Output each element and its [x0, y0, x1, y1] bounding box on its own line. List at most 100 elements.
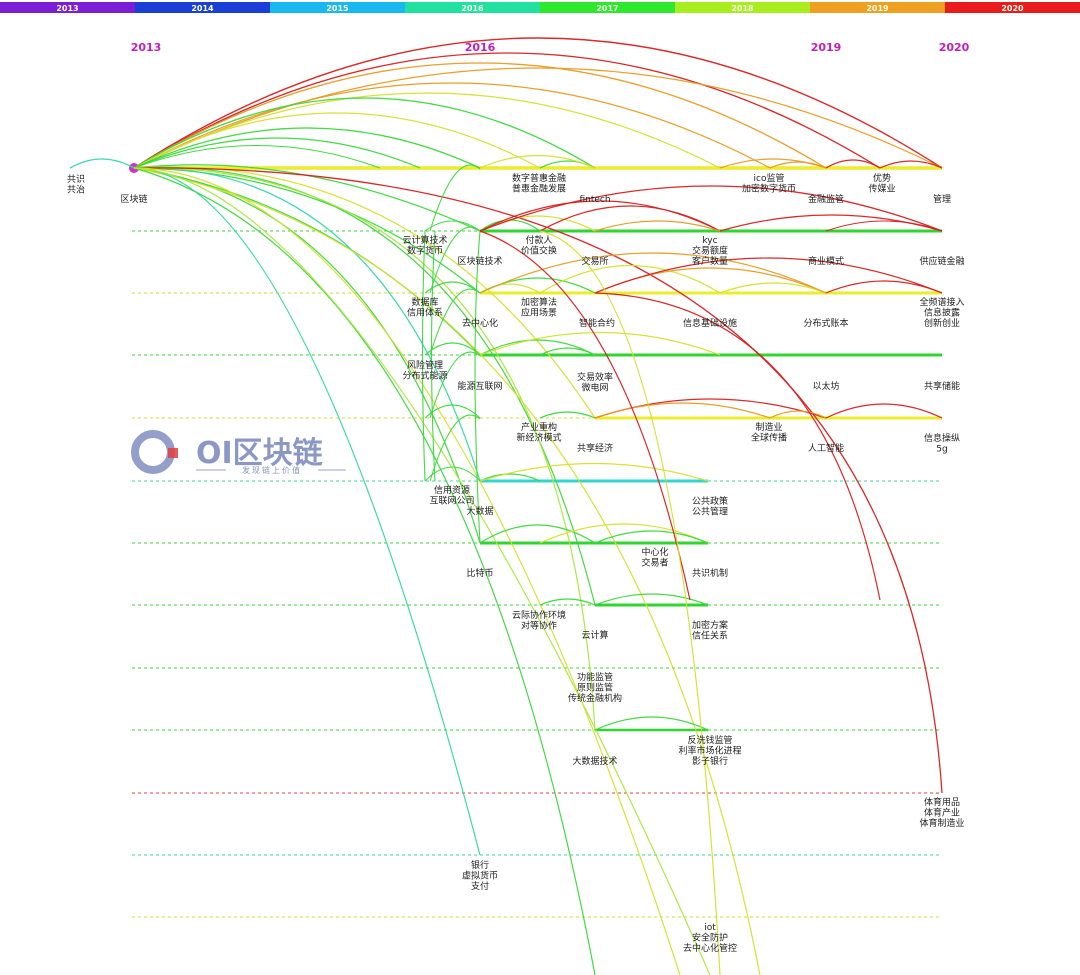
arc-10 [133, 145, 381, 169]
keyword-label: 共享经济 [577, 442, 613, 454]
keyword-label-line: 客户数量 [692, 255, 728, 267]
arc-49 [479, 185, 943, 232]
keyword-label-line: ico监管 [754, 172, 785, 184]
keyword-label-line: 中心化 [641, 546, 668, 558]
keyword-label-line: 风险管理 [407, 359, 443, 371]
keyword-label-line: 体育制造业 [919, 817, 964, 829]
keyword-label: 云计算技术数字货币 [402, 234, 447, 257]
keyword-label-line: 传统金融机构 [568, 692, 622, 704]
arc-73 [594, 530, 709, 544]
arc-75 [539, 598, 596, 606]
keyword-label: 信用资源互联网公司 [429, 484, 474, 507]
year-bar-segment-2017 [540, 2, 676, 13]
keyword-label-line: 制造业 [755, 421, 782, 433]
keyword-label-line: 大数据 [466, 505, 493, 517]
keyword-label-line: 云计算 [581, 629, 608, 641]
keyword-label-line: 共治 [67, 184, 85, 196]
year-bar-label-2017: 2017 [596, 4, 618, 13]
keyword-label: 制造业全球传播 [751, 421, 787, 444]
keyword-label-line: 信用资源 [434, 484, 470, 496]
arc-11 [69, 158, 135, 169]
keyword-label: 全频谱接入信息披露创新创业 [919, 296, 964, 329]
arc-7 [133, 112, 541, 169]
keyword-label-line: 供应链金融 [919, 255, 964, 267]
keyword-label: 交易所 [581, 255, 608, 267]
keyword-label: iot 安全防护去中心化管控 [683, 923, 737, 954]
keyword-label: 中心化交易者 [641, 546, 668, 569]
keyword-label-line: 互联网公司 [429, 496, 474, 507]
keyword-label-line: 利率市场化进程 [678, 745, 741, 757]
keyword-label: kyc 交易额度客户数量 [692, 236, 728, 267]
arc-72 [539, 523, 709, 544]
keyword-label: 比特币 [466, 567, 493, 579]
keyword-label-line: 去中心化管控 [683, 942, 737, 954]
keyword-label-line: 云际协作环境 [512, 609, 566, 621]
keyword-label-line: 人工智能 [808, 442, 844, 454]
keyword-label-line: 影子银行 [692, 755, 728, 767]
keyword-label: 商业模式 [808, 255, 844, 267]
arc-55 [539, 265, 721, 294]
keyword-label: 体育用品体育产业体育制造业 [919, 796, 964, 829]
keyword-label-line: 比特币 [466, 567, 493, 579]
keyword-label-line: 安全防护 [692, 932, 728, 944]
arc-61 [479, 339, 596, 356]
keyword-label-line: 区块链 [120, 193, 147, 205]
keyword-label-line: 微电网 [581, 382, 608, 394]
keyword-label-line: 公共政策 [692, 495, 728, 507]
keyword-label: 区块链 [120, 193, 147, 205]
arc-31 [133, 167, 681, 975]
keyword-label-line: iot [704, 923, 716, 933]
arc-9 [133, 137, 421, 169]
keyword-label-line: 银行 [471, 859, 489, 871]
arc-63 [479, 331, 721, 356]
keyword-label: 分布式账本 [803, 317, 848, 329]
keyword-label-line: 传媒业 [868, 183, 895, 195]
keyword-label: 数据库信用体系 [407, 296, 443, 319]
keyword-label-line: 交易额度 [692, 245, 728, 257]
keyword-label-line: 交易者 [641, 557, 668, 569]
keyword-label: 信息操纵 5g [924, 432, 960, 455]
keyword-label-line: 加密方案 [692, 619, 728, 631]
keyword-label: 付款人价值交换 [521, 234, 557, 257]
year-bar-label-2013: 2013 [56, 4, 78, 13]
keyword-label-line: 信息基础设施 [683, 317, 737, 329]
keyword-label: 管理 [933, 193, 951, 205]
arc-25 [133, 167, 596, 731]
arc-2 [133, 62, 827, 169]
keyword-label-line: 交易效率 [577, 371, 613, 383]
arc-26 [133, 167, 943, 794]
arc-57 [719, 282, 827, 294]
keyword-label: fintech [579, 195, 610, 205]
keyword-label-line: 全频谱接入 [919, 296, 964, 308]
keyword-label-line: 普惠金融发展 [512, 183, 566, 195]
arc-60 [479, 252, 827, 294]
keyword-label-line: 数据库 [411, 296, 438, 308]
keyword-label-line: 应用场景 [521, 307, 557, 319]
keyword-label: 风险管理分布式能源 [402, 359, 447, 382]
keyword-label: 金融监管 [808, 193, 844, 205]
keyword-label: 优势传媒业 [868, 172, 895, 195]
keyword-label: 大数据技术 [572, 755, 617, 767]
keyword-label-line: 对等协作 [521, 620, 557, 632]
keyword-label-line: 价值交换 [521, 245, 557, 257]
year-bar-segment-2013 [0, 2, 136, 13]
keyword-label: 产业重构新经济模式 [516, 421, 561, 444]
arc-69 [479, 473, 541, 482]
keyword-label-line: 共享经济 [577, 442, 613, 454]
timeline-row-lines [129, 163, 942, 918]
arc-43 [430, 230, 436, 482]
arc-66 [769, 410, 827, 419]
keyword-label-line: 5g [936, 445, 947, 455]
keyword-label: 公共政策公共管理 [692, 495, 728, 518]
keyword-label: 共识共治 [67, 174, 85, 196]
arc-30 [133, 167, 711, 975]
arc-4 [133, 82, 771, 169]
keyword-label: 区块链技术 [457, 255, 502, 267]
keyword-label-line: 信任关系 [692, 630, 728, 642]
keyword-label: 共识机制 [692, 567, 728, 579]
keyword-label: 加密算法应用场景 [521, 296, 557, 319]
arc-15 [769, 161, 827, 169]
